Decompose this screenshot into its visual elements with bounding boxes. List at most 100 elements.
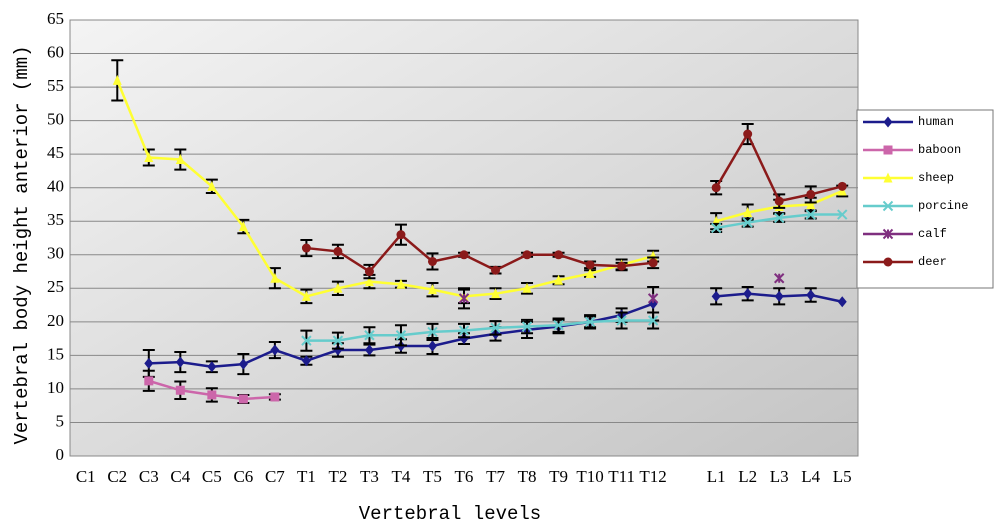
marker xyxy=(837,181,847,191)
x-tick-label: C1 xyxy=(76,467,96,486)
y-tick-label: 35 xyxy=(47,210,64,229)
plot-area xyxy=(69,19,859,457)
legend-label: porcine xyxy=(918,199,968,213)
marker xyxy=(882,200,894,212)
marker xyxy=(554,274,564,285)
y-tick-label: 10 xyxy=(47,378,64,397)
marker xyxy=(805,209,816,220)
marker xyxy=(883,145,893,155)
marker xyxy=(490,322,501,334)
legend-label: calf xyxy=(918,227,947,241)
marker xyxy=(883,116,893,128)
marker xyxy=(427,326,438,338)
marker xyxy=(743,207,753,218)
legend: human baboon sheep porcine calf deer xyxy=(863,115,968,269)
y-tick-label: 45 xyxy=(47,143,64,162)
marker xyxy=(175,356,185,368)
marker xyxy=(333,344,343,356)
marker xyxy=(270,392,280,402)
marker xyxy=(207,180,217,191)
marker xyxy=(522,282,532,293)
marker xyxy=(773,273,785,284)
marker xyxy=(743,288,753,300)
marker xyxy=(395,330,407,341)
marker xyxy=(364,344,374,356)
marker xyxy=(333,246,343,256)
y-tick-label: 60 xyxy=(47,42,64,61)
marker xyxy=(175,154,185,165)
marker xyxy=(647,293,659,304)
x-tick-label: L4 xyxy=(801,467,820,486)
marker xyxy=(427,284,437,295)
x-tick-label: T1 xyxy=(297,467,316,486)
marker xyxy=(882,228,894,240)
legend-label: human xyxy=(918,115,954,129)
x-tick-label: C6 xyxy=(233,467,253,486)
marker xyxy=(427,256,437,266)
y-tick-label: 40 xyxy=(47,177,64,196)
marker xyxy=(883,257,893,267)
marker xyxy=(112,74,122,85)
marker xyxy=(364,330,375,341)
marker xyxy=(522,250,532,260)
marker xyxy=(616,315,627,326)
marker xyxy=(617,261,627,271)
marker xyxy=(332,335,344,346)
marker xyxy=(459,250,469,260)
x-tick-label: C7 xyxy=(265,467,285,486)
x-tick-label: T6 xyxy=(455,467,474,486)
marker xyxy=(837,296,847,308)
y-tick-label: 65 xyxy=(47,9,64,28)
y-axis-label: Vertebral body height anterior (mm) xyxy=(11,45,33,444)
x-axis-label: Vertebral levels xyxy=(359,503,541,525)
x-tick-label: L2 xyxy=(738,467,757,486)
marker xyxy=(837,209,848,220)
y-tick-label: 50 xyxy=(47,110,64,129)
x-tick-label: L3 xyxy=(770,467,789,486)
x-tick-label: T5 xyxy=(423,467,442,486)
y-tick-label: 20 xyxy=(47,311,64,330)
x-tick-label: T8 xyxy=(518,467,537,486)
marker xyxy=(301,335,312,346)
marker xyxy=(144,152,154,163)
legend-label: baboon xyxy=(918,143,961,157)
y-tick-label: 25 xyxy=(47,277,64,296)
x-tick-label: L1 xyxy=(707,467,726,486)
x-tick-label: C2 xyxy=(107,467,127,486)
y-tick-label: 0 xyxy=(56,445,65,464)
marker xyxy=(207,361,217,373)
marker xyxy=(458,293,470,304)
marker xyxy=(521,321,533,332)
marker xyxy=(710,222,722,234)
marker xyxy=(396,278,406,289)
marker xyxy=(458,325,470,336)
marker xyxy=(207,390,217,400)
marker xyxy=(742,217,753,228)
x-tick-label: T4 xyxy=(392,467,411,486)
marker xyxy=(648,258,658,268)
marker xyxy=(238,221,248,232)
x-tick-label: C4 xyxy=(170,467,190,486)
x-tick-label: T9 xyxy=(549,467,568,486)
marker xyxy=(459,333,469,345)
marker xyxy=(773,212,785,224)
marker xyxy=(270,272,280,283)
x-tick-label: T10 xyxy=(576,467,603,486)
legend-label: deer xyxy=(918,255,947,269)
marker xyxy=(491,288,501,299)
marker xyxy=(175,385,185,395)
legend-label: sheep xyxy=(918,171,954,185)
marker xyxy=(806,198,816,209)
marker xyxy=(396,230,406,240)
marker xyxy=(806,289,816,301)
marker xyxy=(585,260,595,270)
marker xyxy=(144,357,154,369)
x-tick-label: T12 xyxy=(639,467,666,486)
y-tick-label: 30 xyxy=(47,244,64,263)
marker xyxy=(301,355,311,367)
x-tick-label: T3 xyxy=(360,467,379,486)
marker xyxy=(584,316,596,328)
marker xyxy=(238,358,248,370)
marker xyxy=(491,265,501,275)
